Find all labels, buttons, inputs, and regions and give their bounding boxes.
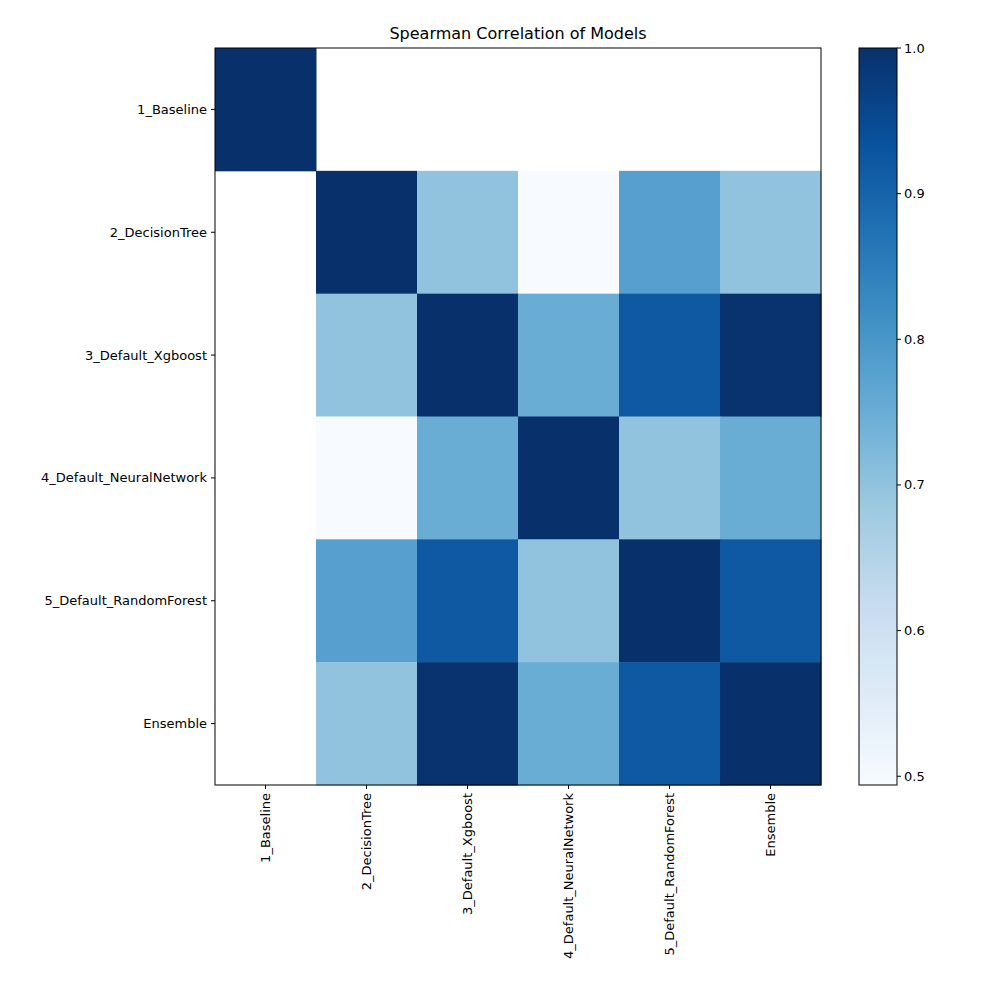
colorbar-tick-label: 0.9: [904, 186, 925, 201]
x-tick-label: 4_Default_NeuralNetwork: [561, 793, 576, 959]
x-tick-label: 3_Default_Xgboost: [460, 793, 475, 915]
y-tick: [211, 355, 215, 356]
x-tick: [366, 785, 367, 789]
cell: [619, 662, 721, 785]
cell: [720, 171, 822, 294]
x-tick: [669, 785, 670, 789]
x-tick-label: 5_Default_RandomForest: [662, 793, 677, 956]
cell: [619, 171, 721, 294]
cell: [316, 539, 418, 662]
cell: [417, 539, 519, 662]
colorbar-tick-label: 0.8: [904, 332, 925, 347]
x-tick: [770, 785, 771, 789]
cell: [417, 294, 519, 417]
y-tick-label: 2_DecisionTree: [110, 225, 207, 240]
cell: [316, 294, 418, 417]
title: Spearman Correlation of Models: [389, 24, 646, 43]
cell: [417, 417, 519, 540]
cell: [619, 417, 721, 540]
colorbar: [859, 48, 897, 785]
canvas: Spearman Correlation of Models 1_Baseline…: [0, 0, 1000, 1000]
cell: [518, 662, 620, 785]
cell: [720, 294, 822, 417]
x-tick: [265, 785, 266, 789]
frame: [215, 48, 821, 785]
x-tick: [568, 785, 569, 789]
y-tick: [211, 109, 215, 110]
y-tick-label: 3_Default_Xgboost: [85, 348, 207, 363]
cell: [215, 48, 317, 171]
y-tick: [211, 477, 215, 478]
cell: [316, 662, 418, 785]
cell: [316, 171, 418, 294]
y-tick-label: 1_Baseline: [137, 102, 207, 117]
colorbar-tick: [897, 776, 901, 777]
y-tick-label: 5_Default_RandomForest: [45, 593, 208, 608]
cell: [316, 417, 418, 540]
colorbar-tick-label: 0.6: [904, 623, 925, 638]
cell: [518, 294, 620, 417]
x-tick-label: Ensemble: [763, 793, 778, 857]
colorbar-tick: [897, 484, 901, 485]
y-tick-label: Ensemble: [143, 716, 207, 731]
x-tick: [467, 785, 468, 789]
y-tick: [211, 600, 215, 601]
y-tick-label: 4_Default_NeuralNetwork: [41, 470, 207, 485]
chart: Spearman Correlation of Models 1_Baseline…: [0, 0, 1000, 1000]
cell: [619, 294, 721, 417]
cell: [417, 662, 519, 785]
colorbar-tick-label: 0.5: [904, 769, 925, 784]
cells: [215, 48, 822, 786]
y-tick: [211, 723, 215, 724]
cell: [518, 539, 620, 662]
colorbar-tick: [897, 630, 901, 631]
colorbar-tick: [897, 339, 901, 340]
colorbar-tick: [897, 193, 901, 194]
colorbar-tick: [897, 48, 901, 49]
x-tick-label: 2_DecisionTree: [359, 793, 374, 890]
y-tick: [211, 232, 215, 233]
cell: [417, 171, 519, 294]
x-tick-label: 1_Baseline: [258, 793, 273, 863]
colorbar-tick-label: 0.7: [904, 477, 925, 492]
cell: [518, 171, 620, 294]
cell: [619, 539, 721, 662]
cell: [720, 417, 822, 540]
cell: [720, 662, 822, 785]
colorbar-tick-label: 1.0: [904, 41, 925, 56]
cell: [518, 417, 620, 540]
cell: [720, 539, 822, 662]
